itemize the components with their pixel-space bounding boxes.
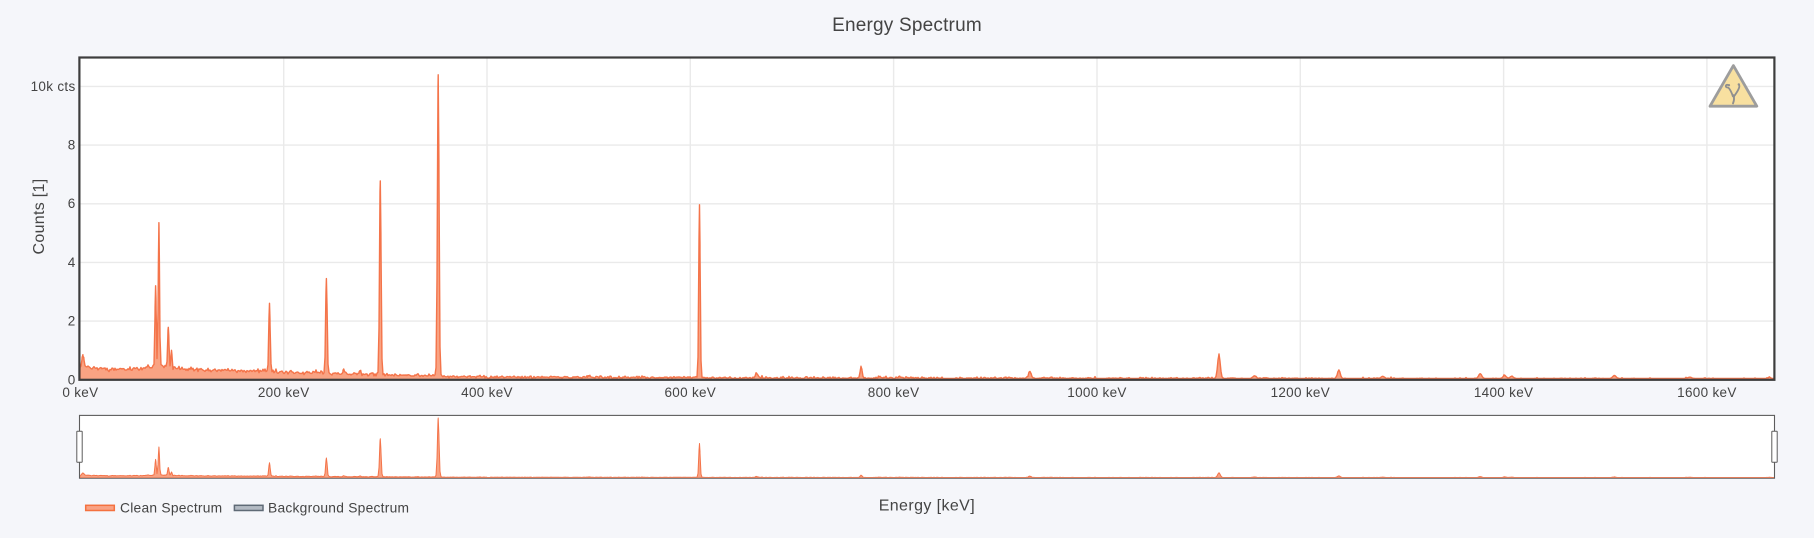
svg-text:600 keV: 600 keV: [664, 385, 716, 400]
svg-text:1000 keV: 1000 keV: [1067, 385, 1126, 400]
svg-text:Energy Spectrum: Energy Spectrum: [832, 15, 982, 36]
svg-text:8: 8: [68, 138, 76, 153]
svg-text:10k cts: 10k cts: [31, 79, 76, 94]
svg-text:6: 6: [68, 196, 76, 211]
svg-text:Background Spectrum: Background Spectrum: [268, 501, 409, 516]
svg-text:200 keV: 200 keV: [258, 385, 310, 400]
svg-text:2: 2: [68, 314, 76, 329]
svg-text:Energy [keV]: Energy [keV]: [879, 498, 975, 515]
svg-text:0 keV: 0 keV: [62, 385, 98, 400]
svg-text:Clean Spectrum: Clean Spectrum: [120, 501, 222, 516]
svg-text:4: 4: [68, 255, 76, 270]
svg-text:Counts [1]: Counts [1]: [31, 179, 48, 255]
svg-text:1600 keV: 1600 keV: [1677, 385, 1736, 400]
svg-text:1400 keV: 1400 keV: [1474, 385, 1533, 400]
svg-text:0: 0: [68, 372, 76, 387]
svg-text:400 keV: 400 keV: [461, 385, 513, 400]
svg-text:1200 keV: 1200 keV: [1271, 385, 1330, 400]
svg-text:800 keV: 800 keV: [868, 385, 920, 400]
